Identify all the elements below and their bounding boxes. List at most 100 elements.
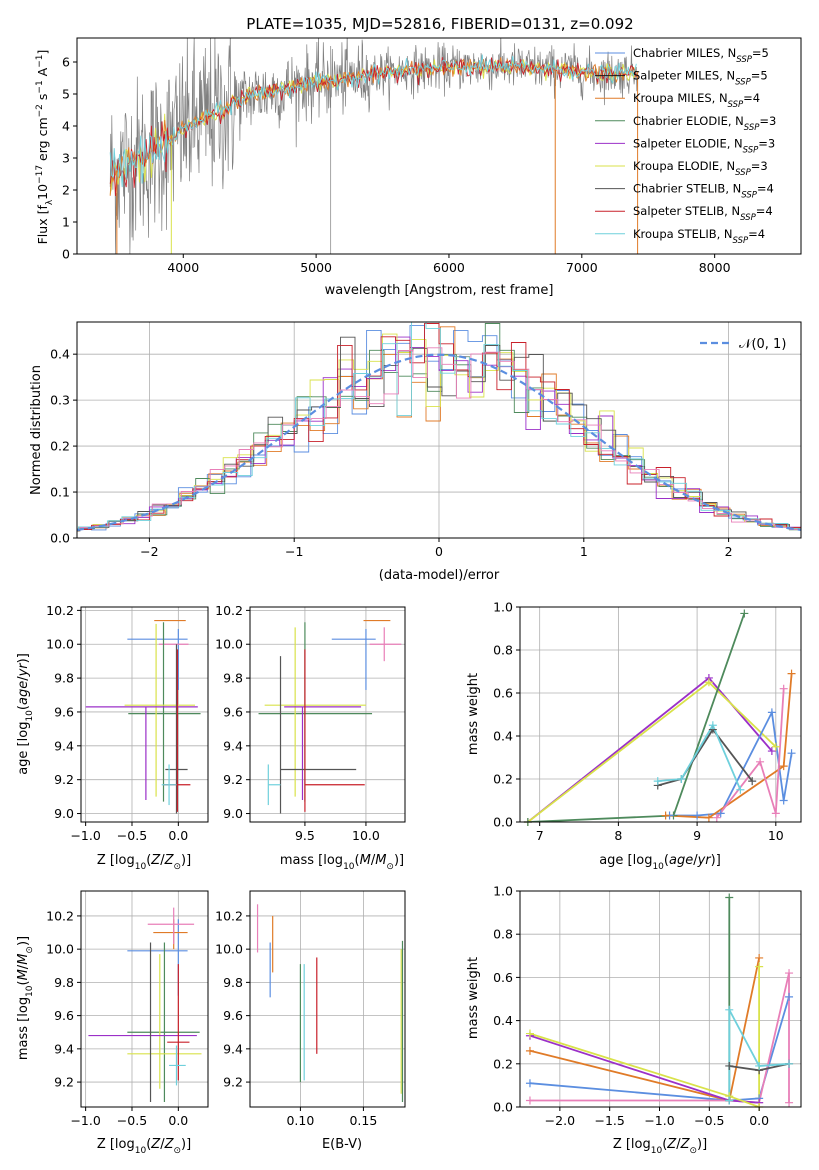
y-tick-label: 10.0: [46, 637, 74, 652]
y-tick-label: 9.2: [54, 1075, 74, 1090]
weight-marker: [755, 953, 764, 962]
y-tick-label: 0.2: [493, 772, 513, 787]
y-tick-label: 10.0: [46, 942, 74, 957]
x-tick-label: 0.10: [286, 1113, 314, 1128]
legend-end: =3: [751, 159, 768, 173]
legend-sub: SSP: [744, 123, 760, 133]
weight-marker: [779, 684, 788, 693]
y-tick-label: 9.4: [54, 1041, 74, 1056]
y-tick-label: 9.6: [223, 704, 243, 719]
y-tick-label: 9.4: [223, 738, 243, 753]
weight-marker: [716, 809, 725, 818]
axes-frame: [80, 606, 209, 823]
legend-label: Chabrier STELIB, NSSP=4: [633, 182, 774, 201]
x-tick-label: 2: [725, 544, 733, 559]
x-axis-label: age [log10(age/yr)]: [599, 853, 721, 872]
weight-marker: [725, 893, 734, 902]
panel-ebv-mass: 0.10 0.15 9.2 9.4 9.6 9.8 10.0 10.2 E(B-V): [215, 890, 406, 1152]
y-tick-label: 1.0: [493, 600, 513, 615]
y-tick-label: 9.8: [223, 975, 243, 990]
weight-marker: [525, 1096, 534, 1105]
panel-z-mass: −1.0 −0.5 0.0 9.2 9.4 9.6 9.8 10.0 10.2 Z [log10(…: [16, 890, 209, 1156]
weight-marker: [755, 962, 764, 971]
y-tick-label: 0.4: [50, 347, 70, 362]
y-tick-label: 0.2: [50, 439, 70, 454]
legend-main: Salpeter STELIB, N: [633, 204, 740, 218]
y-tick-label: 9.8: [54, 671, 74, 686]
y-tick-label: 0.3: [50, 393, 70, 408]
y-tick-label: 0.4: [493, 1013, 513, 1028]
x-tick-label: 7: [536, 828, 544, 843]
y-tick-label: 2: [62, 183, 70, 198]
y-tick-label: 9.0: [223, 806, 243, 821]
y-tick-label: 6: [62, 55, 70, 70]
y-tick-label: 9.0: [54, 806, 74, 821]
y-tick-label: 9.8: [223, 671, 243, 686]
weight-marker: [771, 809, 780, 818]
weight-line-kroupa_miles: [529, 957, 760, 1102]
y-axis-label: mass [log10(M/M⊙)]: [16, 936, 35, 1060]
legend-main: Kroupa ELODIE, N: [633, 159, 735, 173]
panel-weight-z: −2.0 −1.5 −1.0 −0.5 0.0 0.0 0.2 0.4 0.6 0.8 1.0 Z […: [466, 884, 802, 1156]
x-tick-label: 0.0: [168, 828, 188, 843]
weight-marker: [787, 749, 796, 758]
normal-curve: [77, 353, 801, 531]
y-tick-label: 0: [62, 247, 70, 262]
legend-sub: SSP: [728, 100, 744, 110]
weight-marker: [785, 969, 794, 978]
x-tick-label: −2: [140, 544, 158, 559]
y-tick-label: 10.0: [215, 942, 243, 957]
x-tick-label: 4000: [167, 260, 199, 275]
plot-area: [85, 619, 201, 814]
y-tick-label: 9.6: [54, 704, 74, 719]
legend-label: Chabrier MILES, NSSP=5: [633, 46, 769, 65]
weight-marker: [693, 811, 702, 820]
axes-frame: [519, 606, 802, 823]
weight-marker: [525, 1079, 534, 1088]
x-tick-label: 7000: [566, 260, 598, 275]
panel-mass-age: 9.5 10.0 9.0 9.2 9.4 9.6 9.8 10.0 10.2 mass [log1…: [215, 603, 406, 872]
weight-marker: [756, 757, 765, 766]
legend-end: =3: [759, 114, 776, 128]
y-tick-label: 10.0: [215, 637, 243, 652]
weight-marker: [779, 796, 788, 805]
y-tick-label: 3: [62, 151, 70, 166]
x-tick-label: 8: [614, 828, 622, 843]
weight-marker: [767, 708, 776, 717]
weight-line-chabrier_stelib: [657, 727, 753, 787]
x-axis-label: Z [log10(Z/Z⊙)]: [97, 1137, 191, 1156]
x-tick-label: 0.0: [749, 1113, 769, 1128]
x-tick-label: −0.5: [117, 828, 147, 843]
residual-histogram-kroupa_stelib: [77, 322, 801, 531]
y-axis-label: age [log10(age/yr)]: [16, 653, 35, 775]
legend-label: Salpeter ELODIE, NSSP=3: [633, 136, 775, 155]
legend-sub: SSP: [743, 145, 759, 155]
panel-z-age: −1.0 −0.5 0.0 9.0 9.2 9.4 9.6 9.8 10.0 10.2 Z [log…: [16, 603, 209, 872]
legend-end: =4: [757, 182, 774, 196]
axes-frame: [249, 606, 406, 823]
weight-line-kroupa_stelib: [657, 723, 742, 791]
x-tick-label: −0.5: [694, 1113, 724, 1128]
x-axis-label: E(B-V): [322, 1137, 362, 1152]
x-tick-label: 10.0: [352, 828, 380, 843]
y-tick-label: 0.1: [50, 485, 70, 500]
y-tick-label: 0.0: [50, 531, 70, 546]
x-tick-label: 0.0: [168, 1113, 188, 1128]
y-axis-label: Flux [fλ10−17 erg cm−2 s−1 A−1]: [35, 50, 55, 245]
weight-marker: [653, 777, 662, 786]
legend-main: Salpeter ELODIE, N: [633, 136, 743, 150]
y-tick-label: 0.0: [493, 1100, 513, 1115]
legend-sub: SSP: [735, 168, 751, 178]
legend-sub: SSP: [736, 55, 752, 65]
y-tick-label: 9.8: [54, 975, 74, 990]
legend-main: Chabrier STELIB, N: [633, 182, 741, 196]
y-tick-label: 4: [62, 119, 70, 134]
plot-area: [88, 907, 202, 1103]
weight-marker: [785, 1059, 794, 1068]
panel-weight-age: 7 8 9 10 0.0 0.2 0.4 0.6 0.8 1.0 age [log10(age/yr…: [466, 600, 802, 872]
y-tick-label: 9.6: [54, 1008, 74, 1023]
